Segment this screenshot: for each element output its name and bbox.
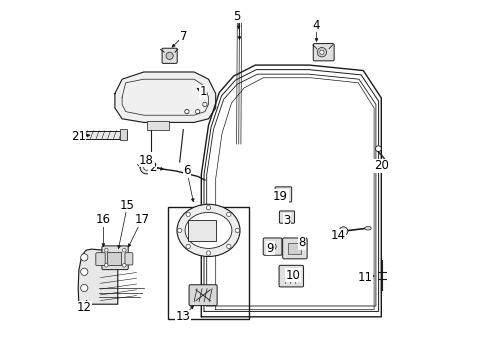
Text: 5: 5: [233, 10, 241, 23]
Circle shape: [203, 102, 206, 107]
Text: 12: 12: [77, 301, 92, 314]
Text: 14: 14: [330, 229, 345, 242]
Circle shape: [268, 243, 276, 250]
Text: 2: 2: [149, 161, 156, 174]
FancyBboxPatch shape: [282, 238, 306, 259]
FancyBboxPatch shape: [96, 253, 105, 266]
Circle shape: [122, 264, 126, 267]
Text: 11: 11: [357, 271, 372, 284]
Circle shape: [206, 206, 210, 210]
Text: 1: 1: [199, 85, 206, 98]
FancyBboxPatch shape: [125, 253, 133, 265]
Circle shape: [184, 109, 189, 114]
Circle shape: [284, 214, 289, 220]
FancyBboxPatch shape: [263, 238, 282, 255]
Text: 6: 6: [183, 165, 190, 177]
Circle shape: [185, 212, 190, 216]
Circle shape: [319, 50, 324, 54]
Bar: [120, 129, 127, 140]
Circle shape: [177, 228, 182, 233]
Ellipse shape: [364, 226, 370, 230]
Circle shape: [81, 254, 88, 261]
Circle shape: [279, 191, 286, 198]
Circle shape: [104, 248, 108, 252]
Text: 8: 8: [298, 237, 305, 249]
FancyBboxPatch shape: [279, 211, 294, 223]
FancyBboxPatch shape: [162, 48, 177, 63]
Text: 20: 20: [373, 159, 388, 172]
Polygon shape: [115, 72, 215, 122]
Text: 17: 17: [134, 213, 149, 226]
Text: 4: 4: [312, 19, 320, 32]
FancyBboxPatch shape: [279, 265, 303, 287]
Bar: [288, 243, 301, 254]
Circle shape: [195, 109, 200, 114]
Circle shape: [235, 228, 239, 233]
Circle shape: [185, 244, 190, 249]
Bar: [187, 220, 216, 241]
Text: 7: 7: [179, 30, 187, 42]
Circle shape: [226, 212, 230, 216]
Bar: [147, 121, 168, 130]
Circle shape: [226, 244, 230, 249]
Text: 15: 15: [120, 199, 135, 212]
Ellipse shape: [185, 212, 231, 248]
FancyBboxPatch shape: [313, 44, 333, 61]
Circle shape: [140, 161, 153, 174]
Circle shape: [375, 146, 381, 152]
Circle shape: [317, 48, 326, 57]
FancyBboxPatch shape: [275, 187, 291, 202]
FancyBboxPatch shape: [102, 246, 128, 270]
Text: 19: 19: [272, 190, 287, 203]
Circle shape: [81, 268, 88, 275]
Ellipse shape: [177, 204, 240, 256]
Polygon shape: [78, 249, 118, 304]
FancyBboxPatch shape: [189, 285, 217, 306]
Circle shape: [166, 52, 173, 59]
Bar: [75, 131, 127, 139]
Circle shape: [206, 251, 210, 255]
Text: 13: 13: [176, 310, 190, 323]
Circle shape: [81, 284, 88, 292]
Text: 9: 9: [266, 242, 274, 255]
Text: 16: 16: [96, 213, 111, 226]
Circle shape: [143, 165, 149, 170]
Text: 18: 18: [139, 154, 154, 167]
Text: 10: 10: [285, 269, 300, 282]
Bar: [107, 252, 121, 265]
Circle shape: [122, 248, 126, 252]
Circle shape: [339, 227, 347, 235]
Circle shape: [104, 264, 108, 267]
Bar: [168, 207, 249, 319]
Text: 3: 3: [283, 214, 290, 227]
Text: 21: 21: [71, 130, 85, 143]
